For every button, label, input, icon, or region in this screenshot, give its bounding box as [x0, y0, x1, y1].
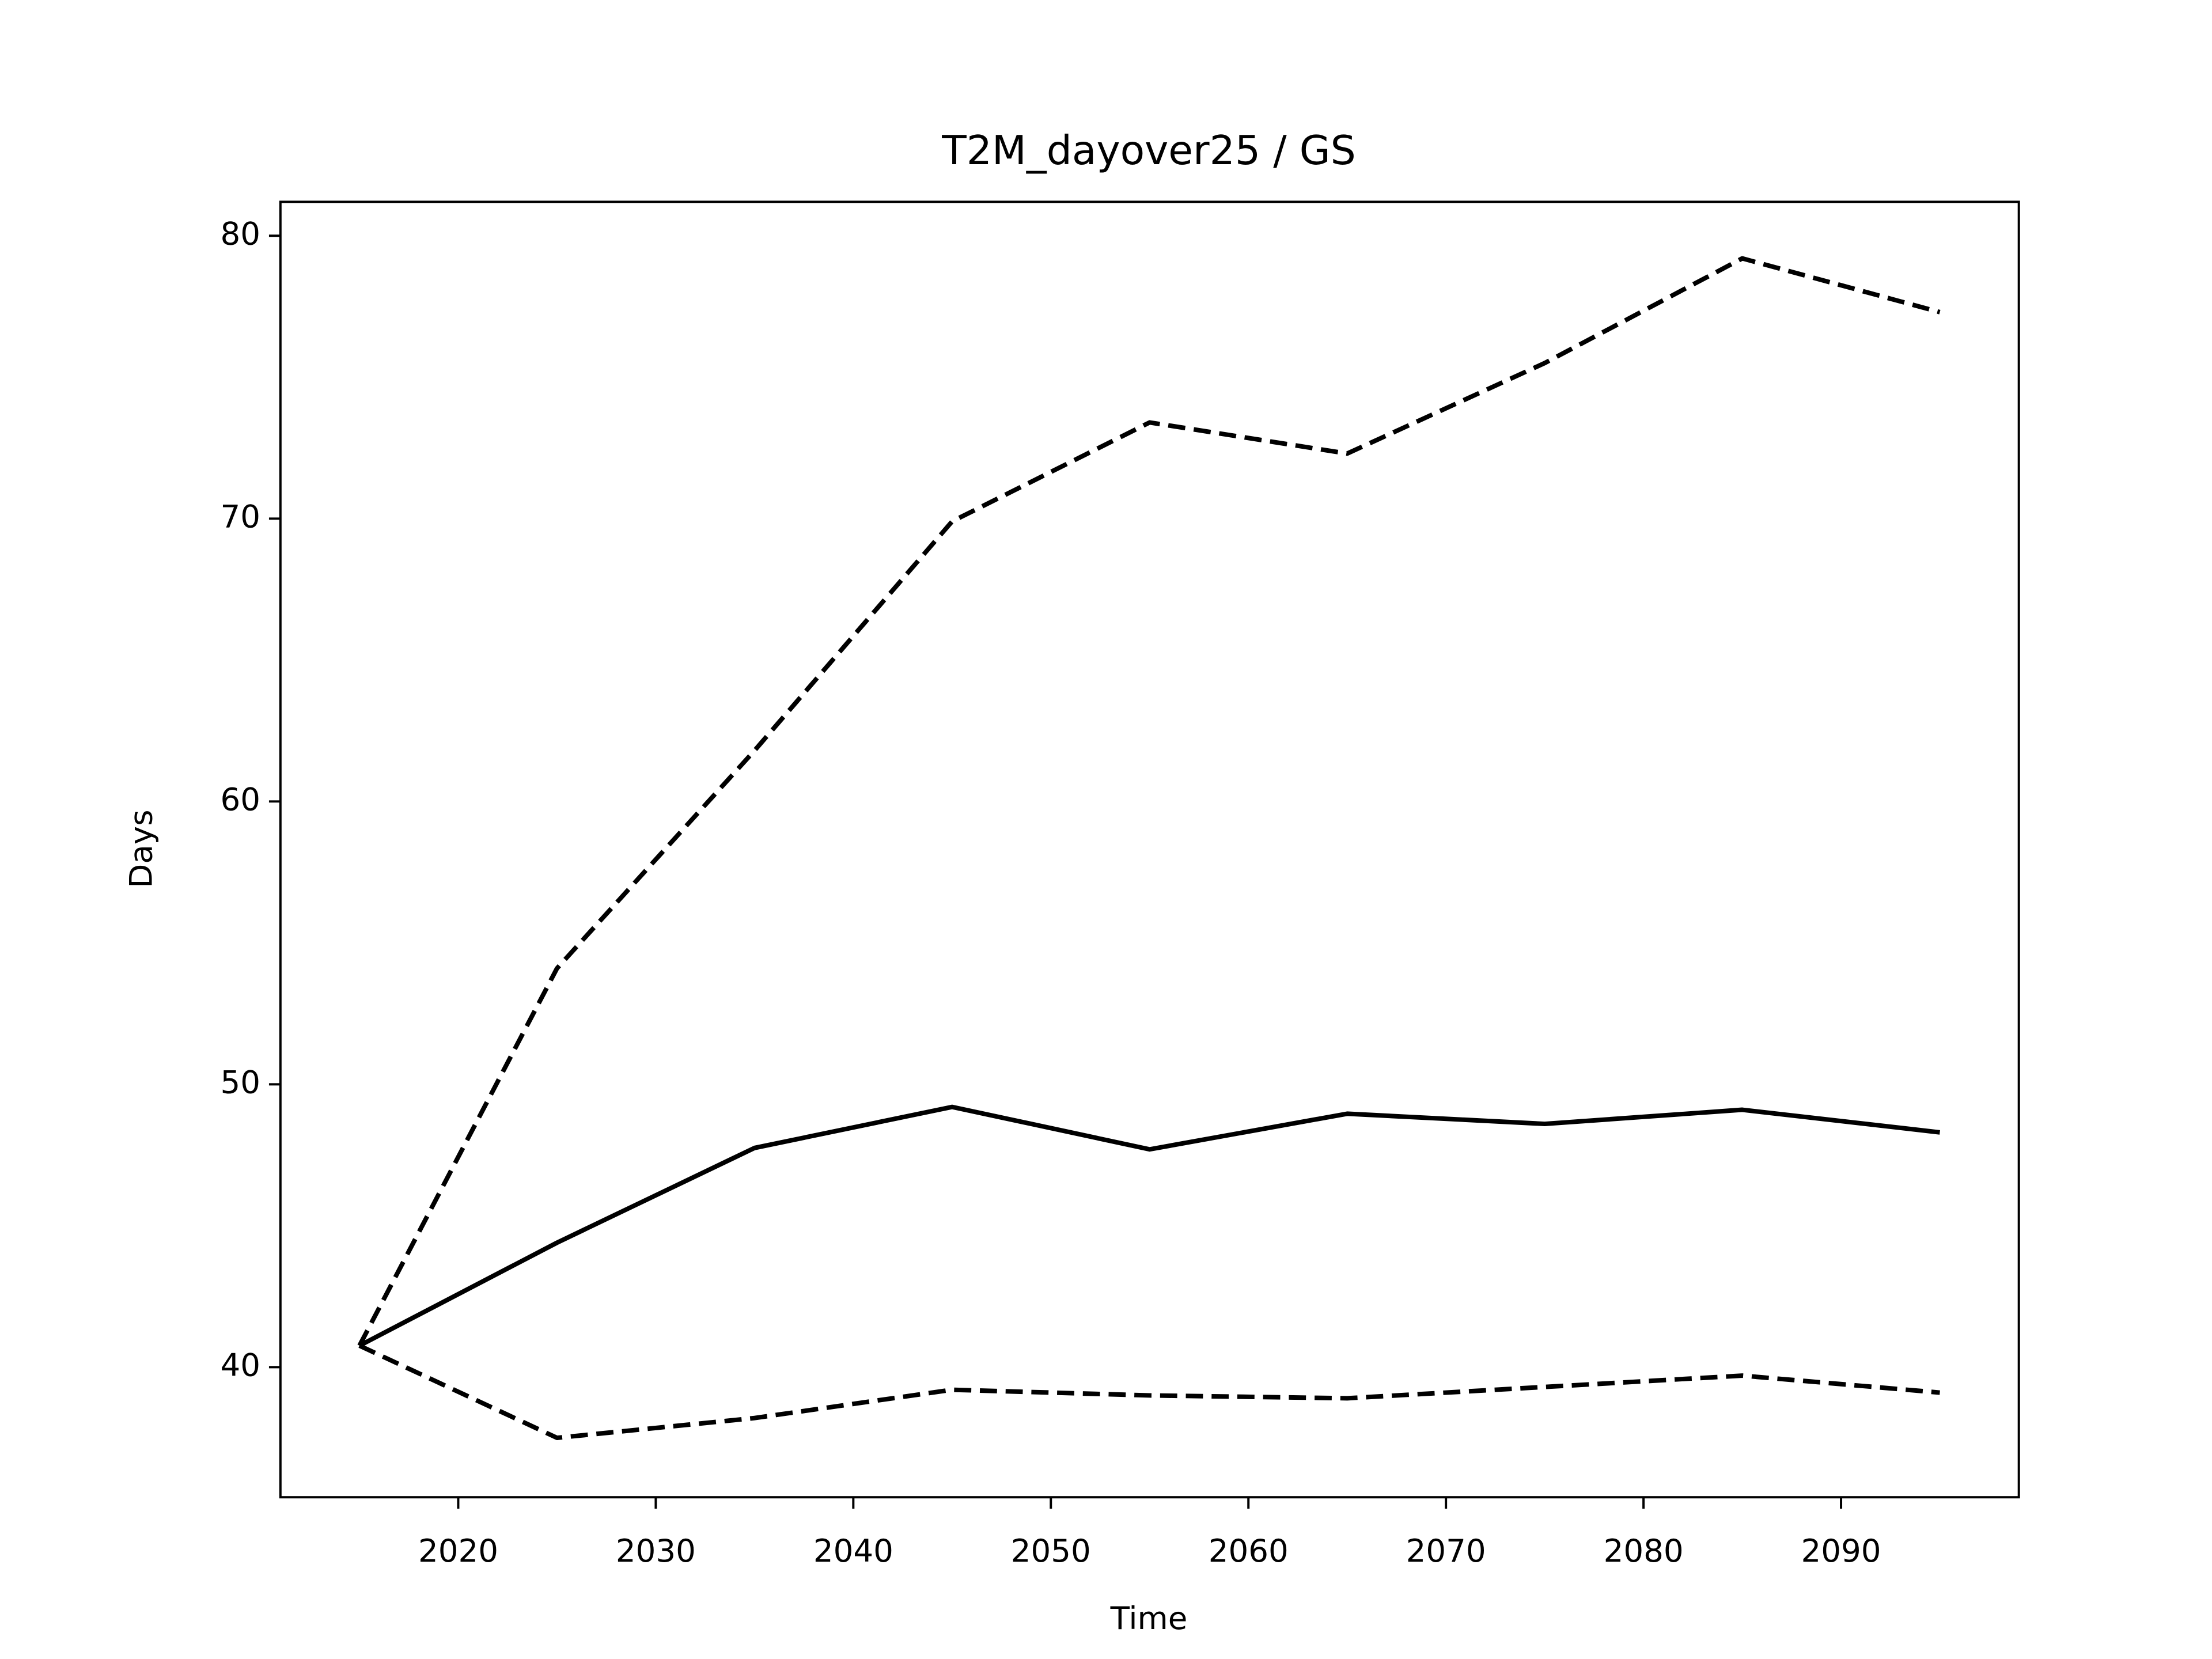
y-tick-label: 80 [221, 215, 261, 252]
plot-frame [279, 200, 2020, 1499]
x-tick-label: 2040 [813, 1532, 893, 1569]
y-axis-label: Days [123, 809, 160, 888]
x-axis-label: Time [1110, 1600, 1188, 1637]
x-tick-label: 2050 [1011, 1532, 1091, 1569]
x-tick-label: 2020 [418, 1532, 498, 1569]
y-tick-label: 60 [221, 781, 261, 817]
y-tick-label: 50 [221, 1063, 261, 1100]
x-tick-label: 2070 [1406, 1532, 1486, 1569]
series-line [357, 256, 1941, 1347]
series-line [358, 1343, 1940, 1441]
chart-title: T2M_dayover25 / GS [941, 127, 1356, 174]
y-tick-label: 40 [221, 1346, 261, 1383]
x-tick-label: 2090 [1801, 1532, 1881, 1569]
x-tick-label: 2060 [1209, 1532, 1289, 1569]
series-line [358, 1104, 1940, 1348]
x-tick-label: 2080 [1604, 1532, 1684, 1569]
x-tick-label: 2030 [616, 1532, 696, 1569]
y-tick-label: 70 [221, 498, 261, 535]
